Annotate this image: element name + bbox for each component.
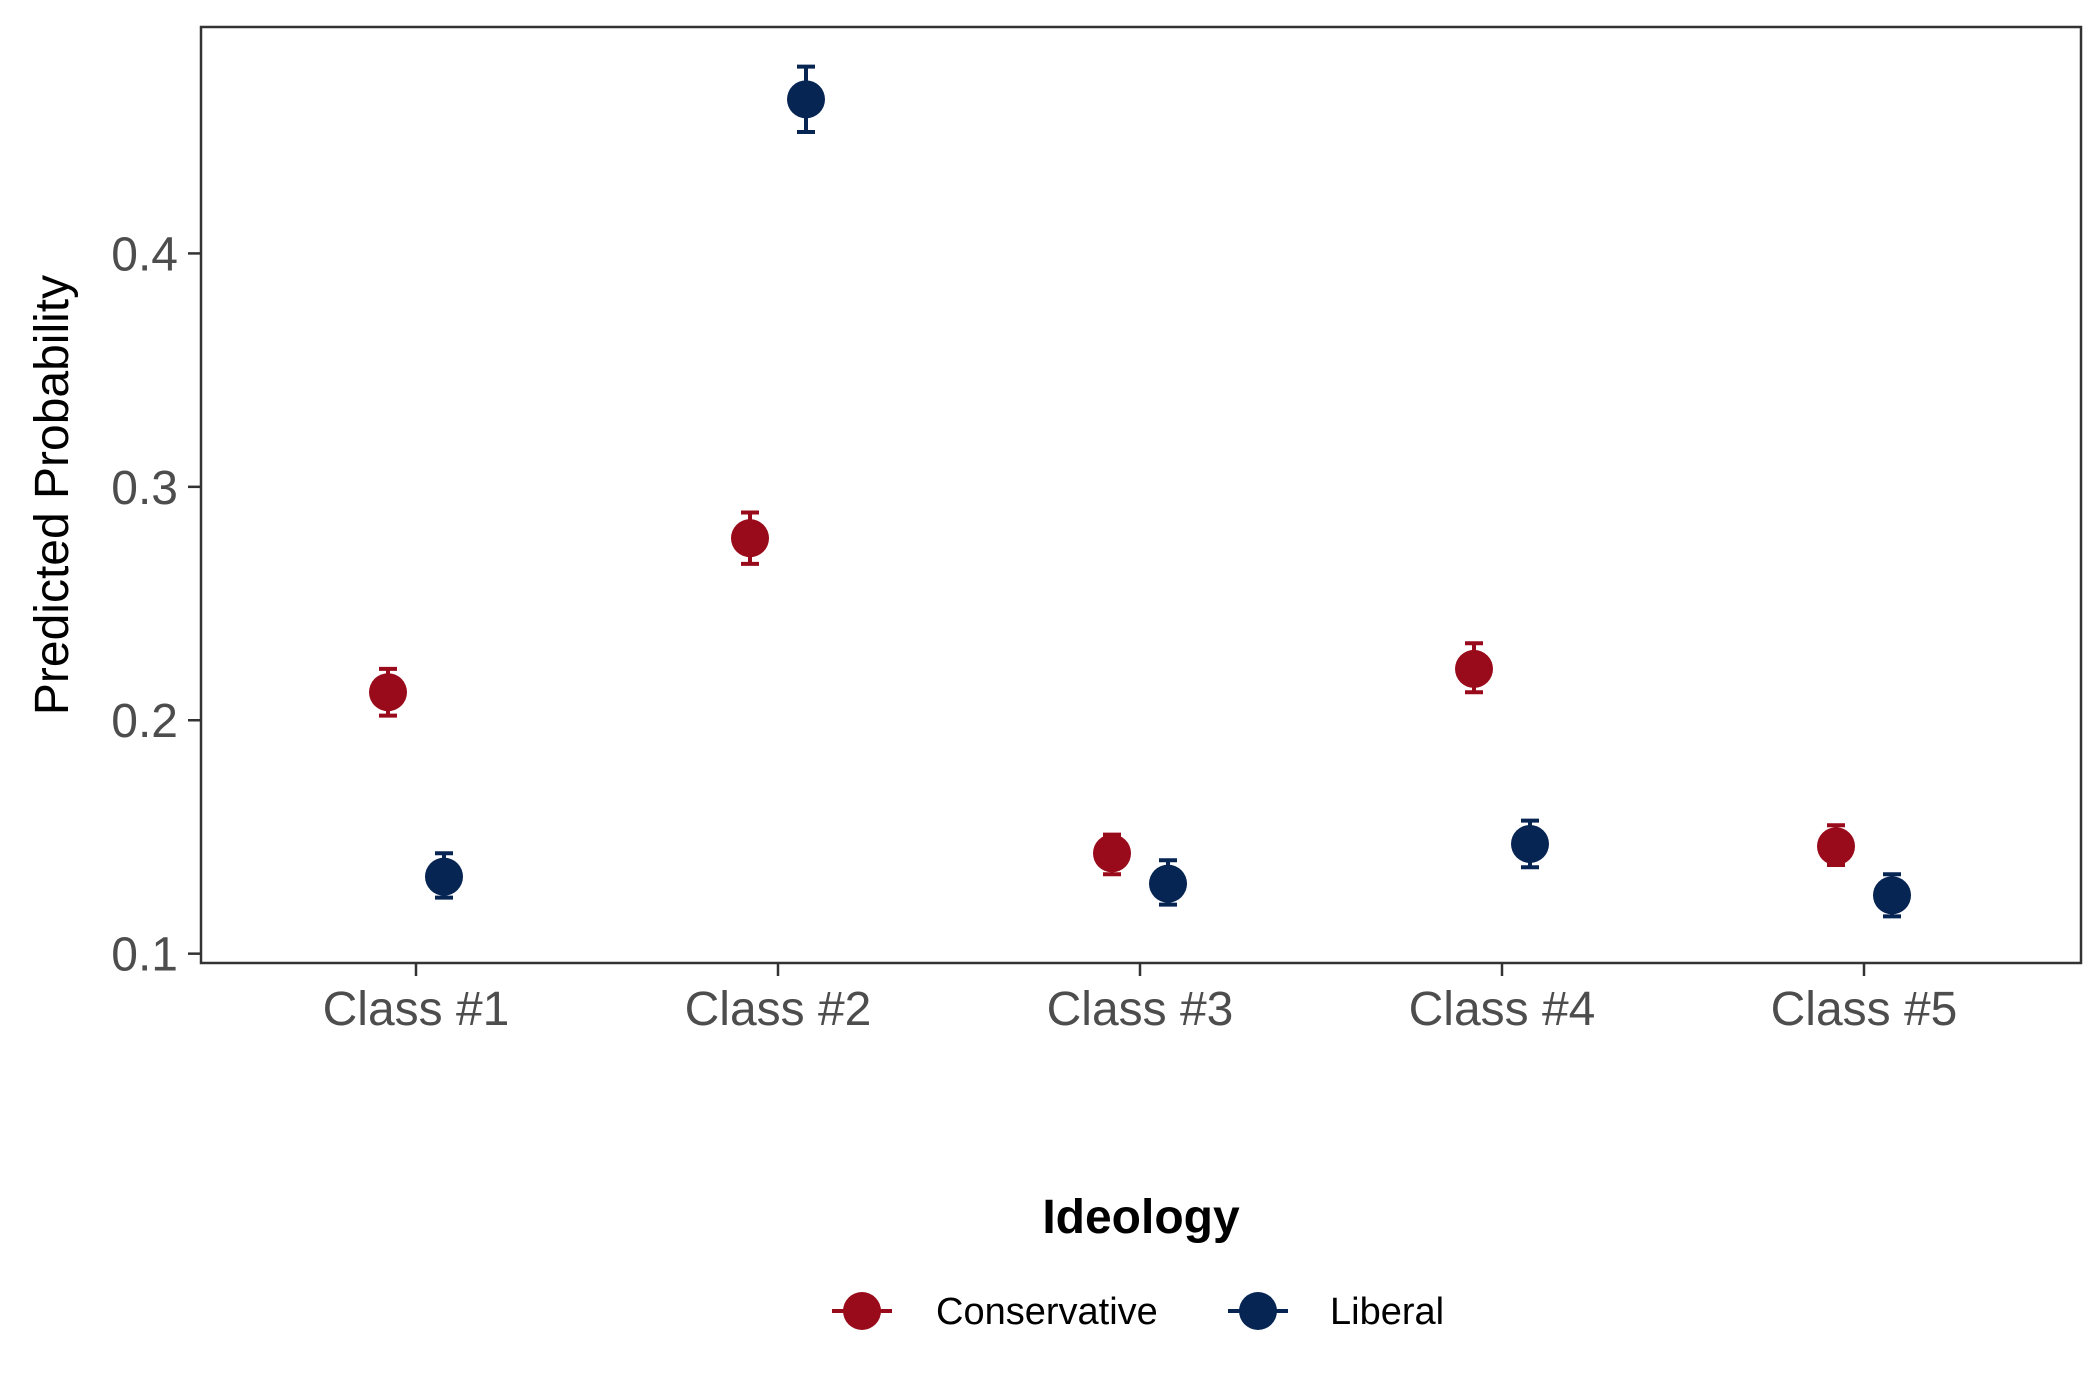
plot-panel [199,25,2083,965]
legend-label-conservative: Conservative [936,1291,1158,1333]
y-axis: 0.1 0.2 0.3 0.4 [111,228,201,982]
y-tick-label: 0.1 [111,929,178,982]
legend: Conservative Liberal [832,1291,1444,1333]
y-axis-title: Predicted Probability [26,275,79,715]
data-point [1511,824,1549,863]
legend-key-point [1239,1292,1277,1330]
data-point [369,673,407,712]
legend-key-conservative [832,1292,892,1330]
x-tick-label: Class #4 [1409,983,1596,1036]
x-tick-label: Class #5 [1771,983,1958,1036]
legend-title: Ideology [1042,1191,1240,1244]
data-point [731,519,769,558]
data-point [1817,827,1855,866]
y-tick-label: 0.3 [111,462,178,515]
data-marks [369,64,1911,919]
data-point [1093,834,1131,873]
series-conservative [369,510,1855,877]
data-point [425,857,463,896]
legend-key-liberal [1228,1292,1288,1330]
x-tick-label: Class #3 [1047,983,1234,1036]
x-tick-label: Class #1 [323,983,510,1036]
data-point [1873,876,1911,915]
legend-key-point [843,1292,881,1330]
series-liberal [425,64,1911,919]
data-point [787,80,825,119]
y-tick-label: 0.4 [111,228,178,281]
legend-label-liberal: Liberal [1330,1291,1444,1333]
data-point [1149,864,1187,903]
y-tick-label: 0.2 [111,695,178,748]
data-point [1455,649,1493,688]
x-axis: Class #1 Class #2 Class #3 Class #4 Class #5 [323,963,1958,1036]
x-tick-label: Class #2 [685,983,872,1036]
